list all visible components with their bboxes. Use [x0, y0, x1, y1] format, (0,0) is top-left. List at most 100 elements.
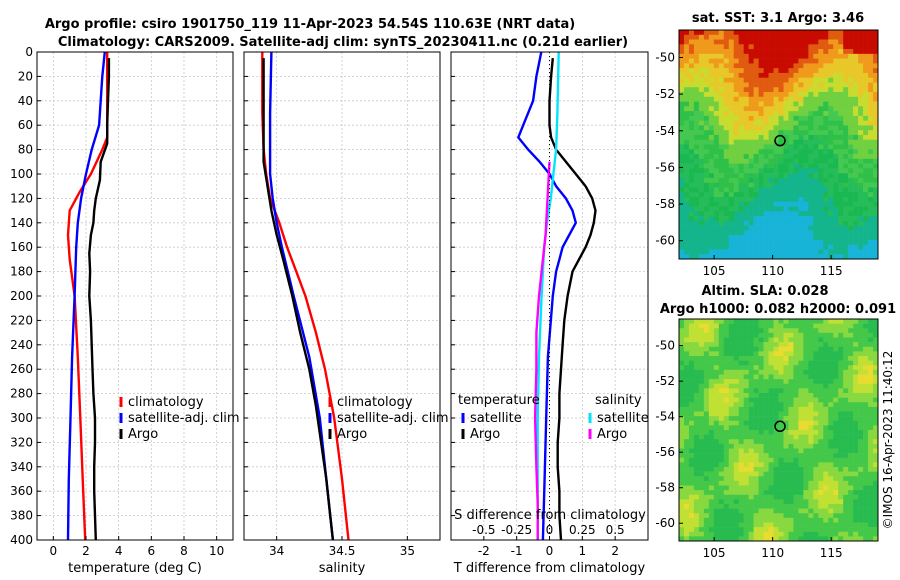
map-cell [723, 494, 730, 500]
map-cell [783, 106, 789, 112]
map-cell [763, 96, 769, 102]
map-cell [773, 443, 779, 449]
map-cell [843, 82, 849, 88]
map-cell [823, 44, 829, 50]
map-cell [863, 522, 869, 528]
map-cell [733, 34, 739, 40]
map-cell [743, 383, 749, 389]
map-cell [818, 356, 824, 361]
map-cell [828, 453, 834, 459]
series-argo [88, 58, 111, 541]
map-cell [868, 527, 874, 533]
map-cell [838, 201, 844, 207]
map-cell [728, 346, 735, 352]
map-cell [763, 328, 769, 334]
map-cell [768, 211, 774, 217]
map-cell [783, 182, 789, 188]
map-cell [803, 235, 809, 241]
map-cell [813, 388, 819, 394]
map-cell [788, 244, 794, 250]
map-cell [823, 420, 829, 426]
map-cell [723, 531, 730, 537]
map-cell [753, 58, 759, 64]
map-cell [808, 406, 814, 412]
map-cell [743, 72, 749, 79]
map-cell [863, 467, 869, 472]
map-cell [753, 63, 759, 69]
map-cell [753, 379, 759, 385]
map-cell [848, 425, 854, 431]
map-cell [753, 206, 759, 212]
map-cell [718, 374, 725, 380]
map-cell [778, 434, 784, 440]
map-cell [838, 225, 844, 231]
map-cell [788, 39, 794, 45]
map-cell [758, 115, 764, 121]
map-cell [733, 416, 739, 422]
map-cell [698, 499, 705, 505]
map-cell [703, 383, 710, 389]
map-cell [688, 480, 695, 486]
map-cell [708, 467, 715, 472]
map-cell [863, 379, 869, 385]
map-cell [723, 388, 730, 394]
map-cell [693, 397, 700, 403]
map-cell [863, 356, 869, 361]
map-cell [728, 480, 735, 486]
map-cell [828, 44, 834, 50]
map-cell [793, 337, 799, 343]
map-cell [763, 457, 769, 463]
map-cell [863, 216, 869, 222]
map-cell [823, 53, 829, 59]
map-cell [813, 337, 819, 343]
map-cell [868, 144, 874, 150]
map-cell [788, 499, 794, 505]
map-cell [813, 319, 819, 324]
legend-entry: climatology [337, 395, 413, 410]
legend-entry: Argo [337, 427, 367, 442]
map-cell [813, 230, 819, 236]
map-cell [818, 365, 824, 371]
map-cell [818, 230, 824, 236]
map-cell [793, 420, 799, 426]
map-cell [863, 425, 869, 431]
map-cell [753, 397, 759, 403]
map-cell [828, 53, 834, 59]
map-cell [713, 163, 720, 169]
map-cell [818, 416, 824, 422]
map-cell [758, 531, 764, 537]
map-cell [838, 44, 844, 50]
map-cell [843, 342, 849, 348]
map-cell [773, 332, 779, 338]
map-cell [823, 332, 829, 338]
map-cell [768, 196, 774, 203]
map-cell [803, 383, 809, 389]
map-cell [798, 115, 804, 121]
map-cell [808, 120, 814, 126]
map-cell [683, 34, 690, 40]
map-cell [679, 120, 685, 126]
map-cell [833, 531, 839, 537]
map-cell [758, 527, 764, 533]
map-cell [803, 365, 809, 371]
map-cell [743, 196, 749, 203]
map-cell [808, 49, 814, 55]
map-cell [763, 163, 769, 169]
map-cell [863, 517, 869, 523]
map-cell [808, 517, 814, 523]
map-cell [758, 101, 764, 107]
map-cell [688, 328, 695, 334]
map-cell [758, 522, 764, 528]
map-cell [753, 163, 759, 169]
map-cell [823, 34, 829, 40]
map-cell [723, 356, 730, 361]
map-cell [743, 328, 749, 334]
map-cell [783, 508, 789, 514]
map-cell [708, 101, 715, 107]
map-cell [708, 420, 715, 426]
map-cell [838, 499, 844, 505]
map-cell [773, 168, 779, 174]
x-axis-label: temperature (deg C) [68, 561, 202, 576]
map-cell [679, 513, 685, 519]
map-cell [798, 476, 804, 482]
